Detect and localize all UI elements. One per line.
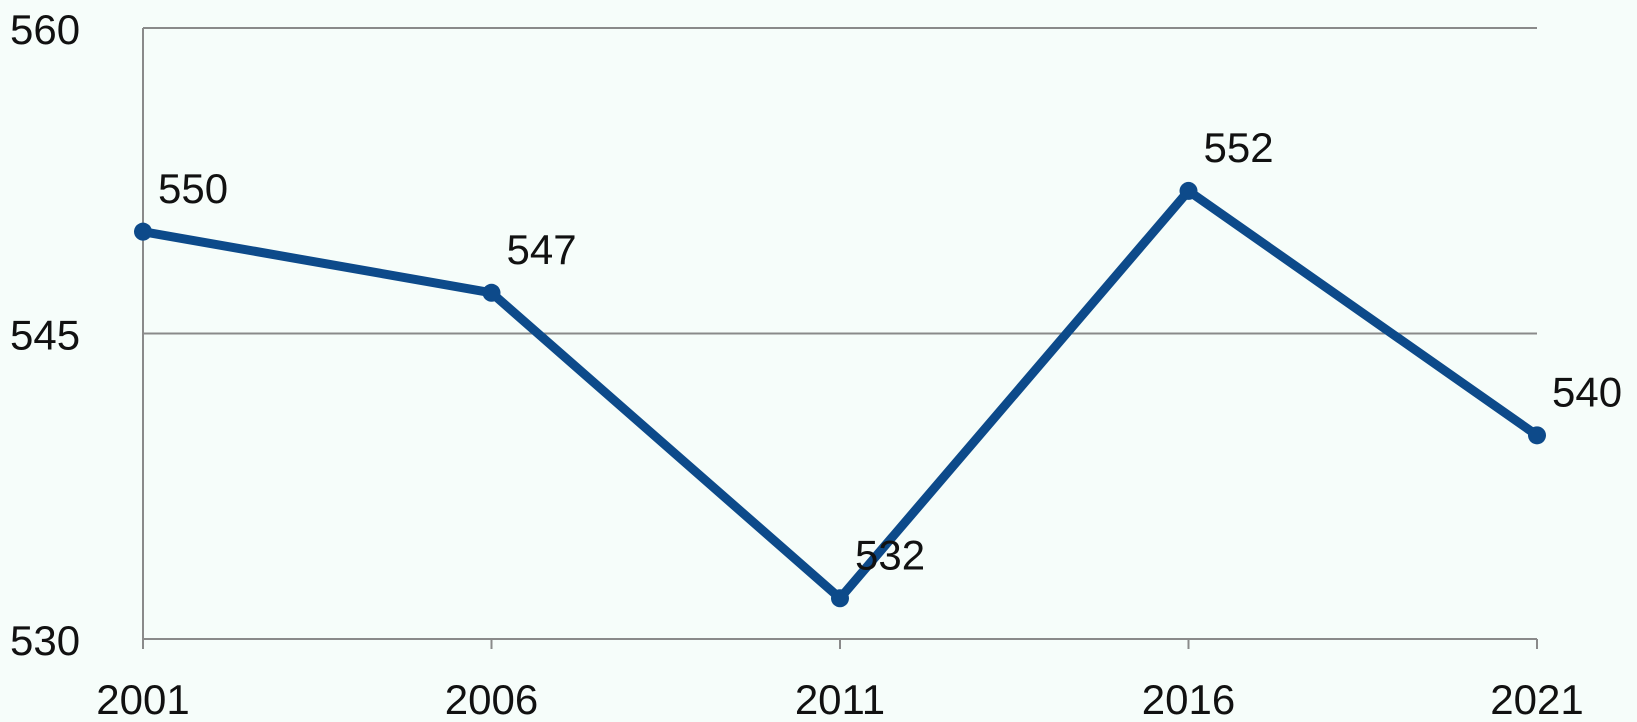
y-tick-label: 530 [10,617,80,664]
data-label: 550 [158,165,228,212]
line [142,186,1540,603]
y-tick-label: 545 [10,312,80,359]
x-tick-label: 2021 [1490,676,1583,722]
data-label: 532 [855,531,925,578]
point [1528,426,1546,445]
x-tick-label: 2011 [795,676,885,722]
data-label: 552 [1204,124,1274,171]
point [831,589,849,608]
x-tick-label: 2016 [1142,676,1235,722]
x-tick-label: 2001 [96,676,189,722]
data-label: 540 [1552,368,1622,415]
point [482,283,501,302]
data-label: 547 [507,226,577,273]
y-tick-label: 560 [10,6,80,53]
x-tick-label: 2006 [445,676,538,722]
point [1179,181,1198,200]
point [134,222,152,241]
